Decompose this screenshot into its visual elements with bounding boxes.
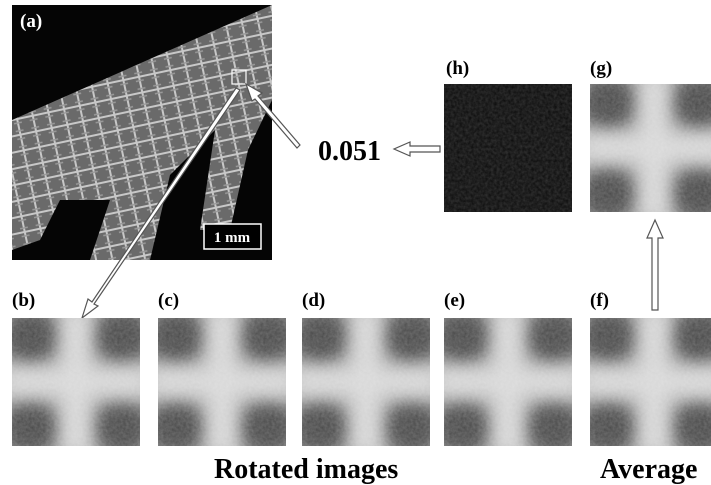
panel-d-image: [290, 308, 442, 456]
panel-h-image: [444, 84, 572, 212]
figure: (a) 1 mm (h) (g) 0.051 (b) (c) (d) (e) (…: [0, 0, 711, 485]
panel-e-image: [432, 308, 584, 456]
panel-label: (g): [590, 58, 612, 79]
panel-label: (b): [12, 290, 35, 311]
panel-g-image: [578, 74, 711, 222]
caption: Rotated images: [214, 454, 398, 485]
panel-label: (d): [302, 290, 325, 311]
panel-label: (c): [158, 290, 179, 311]
panel-label: (f): [590, 290, 609, 311]
panel-c-image: [146, 308, 298, 456]
panel-label: (a): [20, 11, 42, 32]
panel-label: (e): [444, 290, 465, 311]
panel-a-image: [12, 5, 272, 260]
panel-f-image: [578, 308, 711, 456]
panel-b-image: [0, 308, 152, 456]
panel-label: (h): [446, 58, 469, 79]
caption: Average: [600, 454, 697, 485]
difference-value: 0.051: [318, 136, 381, 167]
scale-bar-label: 1 mm: [214, 230, 251, 246]
